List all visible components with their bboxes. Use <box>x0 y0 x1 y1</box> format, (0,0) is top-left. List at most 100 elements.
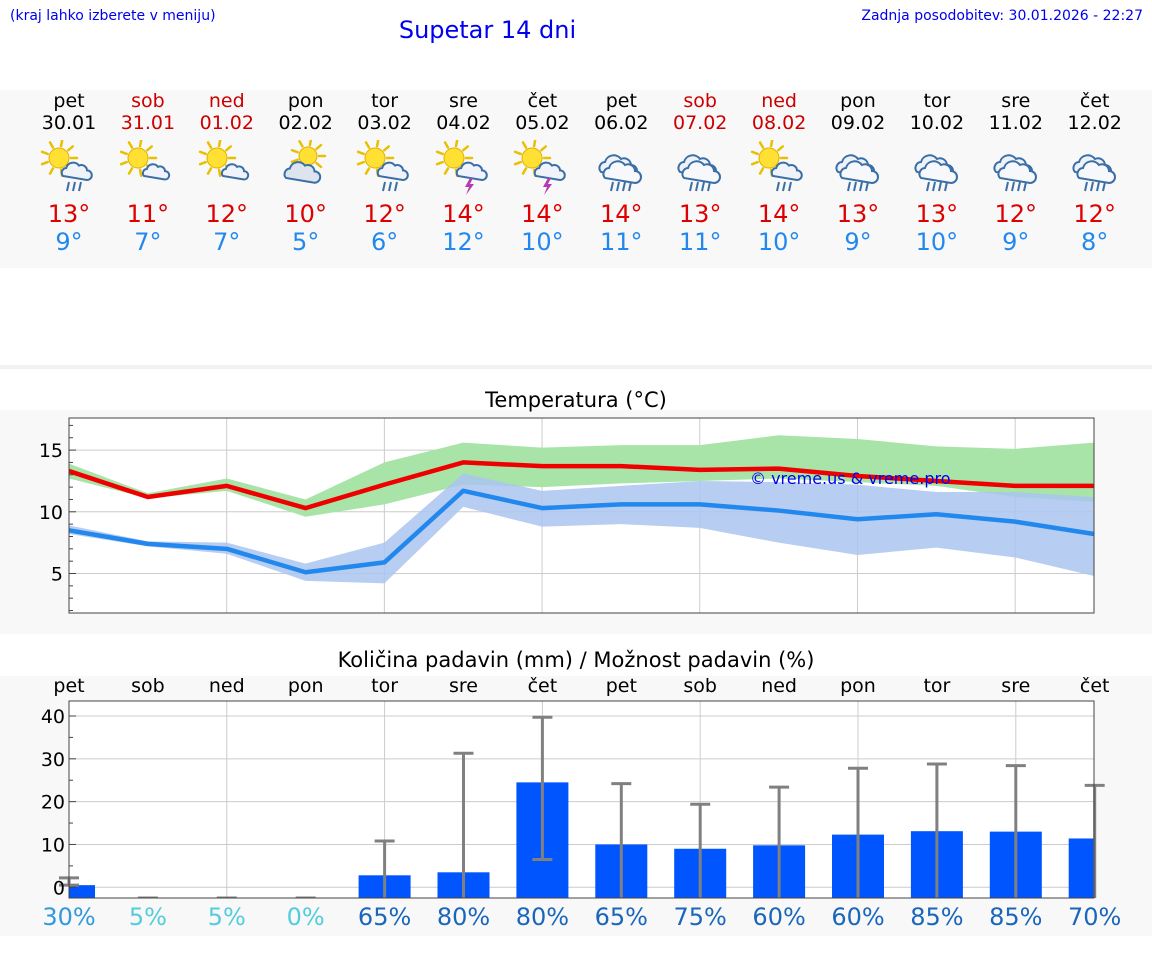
separator <box>0 365 1152 369</box>
day-date: 08.02 <box>751 112 807 134</box>
sun-cloud-rain-icon <box>356 140 409 192</box>
sun-cloud-icon <box>119 140 171 181</box>
precip-day-label: pon <box>840 675 876 697</box>
location-menu-hint: (kraj lahko izberete v meniju) <box>10 8 216 24</box>
sun-cloud-icon <box>198 140 249 181</box>
day-name: sob <box>131 90 165 112</box>
precip-probability: 80% <box>436 903 491 931</box>
precipitation-chart-title: Količina padavin (mm) / Možnost padavin … <box>337 648 815 672</box>
watermark: © vreme.us & vreme.pro <box>750 469 951 488</box>
max-temperature: 13° <box>47 200 91 228</box>
day-name: čet <box>1079 90 1110 112</box>
day-date: 30.01 <box>41 112 97 134</box>
precip-probability: 60% <box>752 903 806 931</box>
y-tick-label: 30 <box>41 749 65 771</box>
sun-cloud-rain-icon <box>40 140 93 192</box>
day-name: čet <box>527 90 558 112</box>
precip-day-label: sob <box>131 675 165 697</box>
min-temperature: 11° <box>600 228 643 256</box>
min-temperature: 10° <box>915 228 959 256</box>
precip-probability: 5% <box>128 903 167 931</box>
day-date: 11.02 <box>988 112 1043 134</box>
day-column: pon 02.02 10° 5° <box>266 90 346 256</box>
max-temperature: 13° <box>915 200 959 228</box>
day-date: 04.02 <box>436 112 491 134</box>
y-tick-label: 20 <box>41 792 65 814</box>
max-temperature-line <box>68 460 1094 511</box>
min-range-band <box>69 473 1094 584</box>
min-temperature: 9° <box>844 228 872 256</box>
precip-probability: 5% <box>207 903 246 931</box>
day-column: sre 11.02 12° 9° <box>976 90 1056 256</box>
precip-day-label: sre <box>1001 675 1031 697</box>
min-temperature: 10° <box>757 228 801 256</box>
day-name: pet <box>605 90 637 112</box>
cloud-rain-icon <box>993 154 1037 192</box>
precip-day-label: pon <box>287 675 324 697</box>
last-update: Zadnja posodobitev: 30.01.2026 - 22:27 <box>861 8 1143 24</box>
day-column: pon 09.02 13° 9° <box>818 90 898 256</box>
min-temperature: 9° <box>1002 228 1030 256</box>
y-tick-label: 40 <box>41 706 65 728</box>
page-title: Supetar 14 dni <box>398 16 577 44</box>
y-tick-label: 5 <box>51 564 63 586</box>
precip-probability: 60% <box>831 903 885 931</box>
min-temperature: 9° <box>55 228 83 256</box>
day-name: pet <box>53 90 85 112</box>
max-range-band <box>69 435 1094 517</box>
day-column: čet 05.02 14° 10° <box>502 90 582 256</box>
precip-probability: 75% <box>673 903 727 931</box>
sun-cloud-storm-icon <box>435 140 488 195</box>
min-temperature: 5° <box>292 228 320 256</box>
y-tick-label: 10 <box>39 502 63 524</box>
day-date: 31.01 <box>120 112 176 134</box>
max-temperature: 12° <box>1073 200 1116 228</box>
precipitation-axis-frame <box>68 700 1095 899</box>
day-name: sre <box>449 90 478 112</box>
day-column: čet 12.02 12° 8° <box>1055 90 1135 256</box>
day-name: ned <box>208 90 245 112</box>
day-name: pon <box>287 90 324 112</box>
min-temperature: 10° <box>521 228 564 256</box>
max-temperature: 14° <box>757 200 801 228</box>
cloud-rain-icon <box>598 154 643 192</box>
max-temperature: 11° <box>126 200 170 228</box>
precip-bar <box>69 885 95 898</box>
precip-day-label: čet <box>527 675 558 697</box>
day-date: 12.02 <box>1067 112 1122 134</box>
precip-probability: 65% <box>594 903 648 931</box>
cloud-sun-icon <box>283 140 326 184</box>
day-column: ned 01.02 12° 7° <box>187 90 267 256</box>
cloud-rain-icon <box>677 154 722 192</box>
precip-probability: 65% <box>357 903 412 931</box>
precip-day-label: pet <box>605 675 637 697</box>
min-temperature: 7° <box>134 228 162 256</box>
day-column: sob 31.01 11° 7° <box>108 90 188 256</box>
cloud-rain-icon <box>835 154 879 192</box>
day-date: 02.02 <box>278 112 333 134</box>
precip-day-label: sre <box>449 675 478 697</box>
day-column: pet 30.01 13° 9° <box>29 90 109 256</box>
cloud-rain-icon <box>914 154 958 192</box>
max-temperature: 12° <box>205 200 249 228</box>
day-date: 07.02 <box>672 112 728 134</box>
max-temperature: 14° <box>600 200 643 228</box>
day-name: sob <box>683 90 717 112</box>
day-date: 09.02 <box>830 112 886 134</box>
min-temperature-line <box>68 488 1095 575</box>
precip-probability: 85% <box>910 903 964 931</box>
max-temperature: 13° <box>836 200 880 228</box>
max-temperature: 10° <box>284 200 327 228</box>
precip-probability: 80% <box>515 903 570 931</box>
precip-day-label: čet <box>1079 675 1110 697</box>
precip-probability: 0% <box>286 903 325 931</box>
precip-day-label: tor <box>923 675 951 697</box>
y-tick-label: 15 <box>39 440 63 462</box>
sun-cloud-storm-icon <box>514 140 567 195</box>
cloud-rain-icon <box>1072 154 1116 192</box>
day-column: sob 07.02 13° 11° <box>660 90 740 256</box>
precip-day-label: ned <box>761 675 797 697</box>
max-temperature: 12° <box>994 200 1038 228</box>
